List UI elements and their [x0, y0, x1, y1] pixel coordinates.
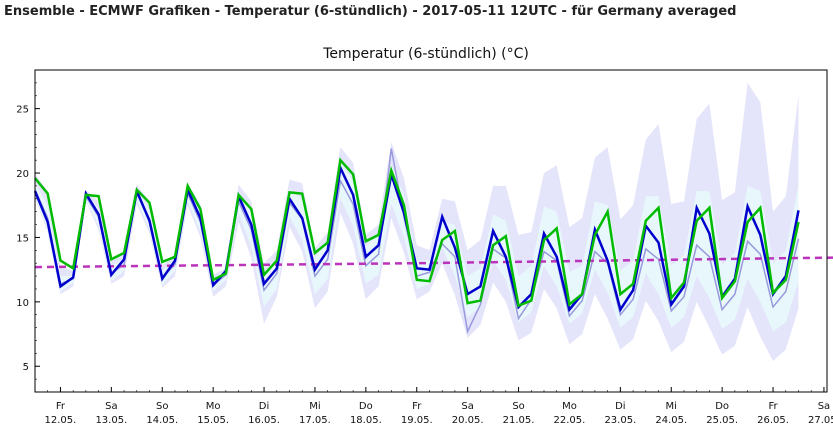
- x-tick-label-day: Di: [615, 401, 625, 412]
- y-tick-label: 5: [23, 362, 29, 373]
- y-tick-label: 10: [16, 298, 29, 309]
- x-tick-label-date: 15.05.: [197, 415, 229, 426]
- x-tick-label-day: Mi: [666, 401, 677, 412]
- x-tick-label-date: 23.05.: [604, 415, 636, 426]
- x-tick-label-day: So: [512, 401, 524, 412]
- y-tick-label: 20: [16, 169, 29, 180]
- x-tick-label-day: So: [156, 401, 168, 412]
- plot-area: 5 10 15 20 25 Fr 12.05. Sa 13.05. So 14.05. Mo 15.05…: [16, 69, 833, 426]
- series-control-line: [33, 163, 800, 313]
- x-tick-label-date: 20.05.: [452, 415, 484, 426]
- plot-frame: [34, 69, 828, 393]
- x-tick-label-day: Do: [715, 401, 729, 412]
- x-tick-label-day: Fr: [412, 401, 422, 412]
- ensemble-spread-inner-band: [35, 162, 799, 332]
- x-tick-label-day: Di: [259, 401, 269, 412]
- x-tick-label-date: 26.05.: [757, 415, 789, 426]
- x-tick-label-day: Sa: [461, 401, 473, 412]
- x-tick-label-date: 19.05.: [401, 415, 433, 426]
- x-tick-label-day: Mo: [562, 401, 577, 412]
- y-tick-label: 25: [16, 105, 29, 116]
- x-tick-label-date: 27.05.: [808, 415, 833, 426]
- x-tick-label-day: Sa: [818, 401, 830, 412]
- x-tick-label-date: 21.05.: [503, 415, 535, 426]
- chart-title: Temperatur (6-stündlich) (°C): [322, 46, 529, 62]
- x-tick-label-date: 22.05.: [554, 415, 586, 426]
- x-tick-label-day: Mi: [309, 401, 320, 412]
- x-tick-label-date: 13.05.: [95, 415, 127, 426]
- x-tick-label-date: 25.05.: [706, 415, 738, 426]
- x-tick-label-day: Fr: [56, 401, 66, 412]
- x-tick-label-date: 24.05.: [655, 415, 687, 426]
- x-tick-label-day: Sa: [105, 401, 117, 412]
- x-tick-label-date: 12.05.: [45, 415, 77, 426]
- x-tick-label-date: 14.05.: [146, 415, 178, 426]
- x-tick-label-day: Mo: [206, 401, 221, 412]
- x-tick-label-day: Do: [359, 401, 373, 412]
- x-tick-label-date: 17.05.: [299, 415, 331, 426]
- x-tick-label-day: Fr: [768, 401, 778, 412]
- series-oper-line: [34, 157, 800, 308]
- series-climate-line: [34, 256, 833, 269]
- y-tick-label: 15: [16, 233, 29, 244]
- x-tick-label-date: 18.05.: [350, 415, 382, 426]
- x-tick-label-date: 16.05.: [248, 415, 280, 426]
- page-header-title: Ensemble - ECMWF Grafiken - Temperatur (…: [4, 4, 737, 19]
